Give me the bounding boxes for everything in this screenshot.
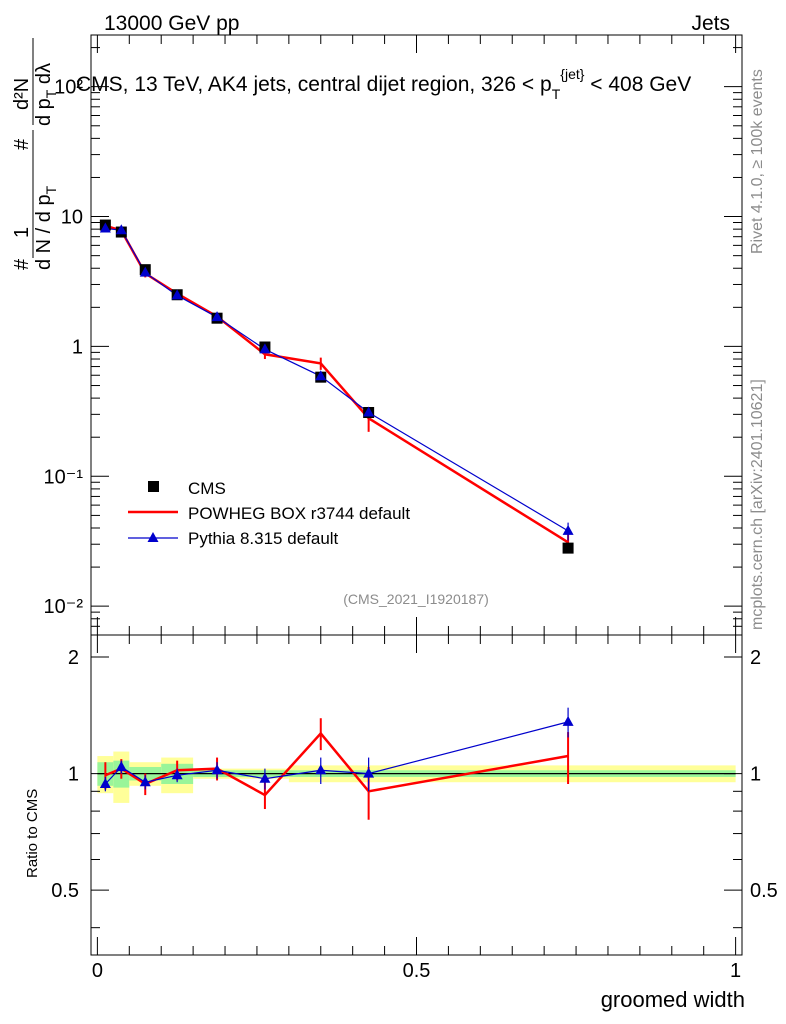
rivet-version-label: Rivet 4.1.0, ≥ 100k events [749, 69, 766, 254]
ratio-panel: 0.5 0.5 1 1 2 2 0 0.5 1 [51, 634, 778, 982]
ratio-y-tick-label: 1 [68, 764, 79, 786]
ratio-pythia-data-point [139, 776, 151, 787]
svg-text:d pT dλ: d pT dλ [33, 63, 59, 126]
svg-text:d N / d pT: d N / d pT [33, 185, 59, 270]
pythia-data-point [211, 311, 223, 322]
legend-pythia-label: Pythia 8.315 default [188, 529, 339, 548]
ratio-pythia-data-point [211, 764, 223, 775]
ratio-pythia-data-point [115, 760, 127, 771]
svg-text:d²N: d²N [11, 78, 33, 110]
ratio-panel-frame [90, 634, 743, 956]
x-tick-label: 0.5 [403, 960, 431, 982]
ratio-pythia-data-point [315, 764, 327, 775]
legend-powheg-label: POWHEG BOX r3744 default [188, 504, 410, 523]
ratio-y-tick-label-right: 0.5 [750, 880, 778, 902]
main-plot-title: CMS, 13 TeV, AK4 jets, central dijet reg… [76, 66, 691, 102]
main-y-tick-label: 10⁻² [44, 596, 84, 618]
svg-text:1: 1 [11, 227, 33, 238]
ratio-pythia-data-point [363, 767, 375, 778]
ratio-pythia-data-point [171, 769, 183, 780]
pythia-data-point [99, 222, 111, 233]
pythia-data-point [363, 406, 375, 417]
pythia-data-point [171, 289, 183, 300]
x-tick-label: 1 [730, 960, 741, 982]
main-plot-layer: 10⁻² 10⁻¹ 1 10 10² [44, 35, 742, 636]
ratio-y-tick-label: 2 [68, 647, 79, 669]
legend-cms-marker [148, 481, 159, 492]
ratio-pythia-data-point [562, 715, 574, 726]
legend-cms-label: CMS [188, 479, 226, 498]
pythia-data-point [139, 266, 151, 277]
pythia-data-point [315, 370, 327, 381]
pythia-data-point [115, 224, 127, 235]
main-y-tick-label: 10 [61, 207, 83, 229]
main-y-tick-label: 1 [72, 336, 83, 358]
pythia-line [105, 227, 569, 532]
legend: CMS POWHEG BOX r3744 default Pythia 8.31… [128, 479, 410, 548]
ratio-y-tick-label: 0.5 [51, 880, 79, 902]
legend-pythia-marker [147, 532, 159, 542]
ratio-y-tick-label-right: 1 [750, 764, 761, 786]
cms-data-point [562, 542, 574, 554]
mcplots-label: mcplots.cern.ch [arXiv:2401.10621] [749, 379, 766, 630]
process-label: Jets [691, 12, 730, 35]
main-y-tick-label: 10² [54, 77, 83, 99]
powheg-line [104, 224, 569, 544]
main-panel: 10⁻² 10⁻¹ 1 10 10² [44, 34, 743, 636]
energy-label: 13000 GeV pp [104, 12, 239, 35]
ratio-y-tick-label-right: 2 [750, 647, 761, 669]
ratio-plot-layer: 0.5 0.5 1 1 2 2 0 0.5 1 [51, 635, 778, 982]
svg-text:#: # [11, 258, 33, 270]
pythia-data-point [562, 524, 574, 535]
x-tick-label: 0 [92, 960, 103, 982]
pythia-data-point [259, 343, 271, 354]
main-y-axis-label: # 1 d N / d pT # d²N d pT dλ [11, 38, 59, 270]
ratio-y-axis-label: Ratio to CMS [24, 789, 41, 878]
ratio-pythia-data-point [99, 777, 111, 788]
svg-text:#: # [11, 138, 33, 150]
ratio-pythia-data-point [259, 772, 271, 783]
x-axis-label: groomed width [601, 987, 745, 1012]
main-y-tick-label: 10⁻¹ [44, 466, 84, 488]
analysis-id-label: (CMS_2021_I1920187) [343, 591, 489, 607]
